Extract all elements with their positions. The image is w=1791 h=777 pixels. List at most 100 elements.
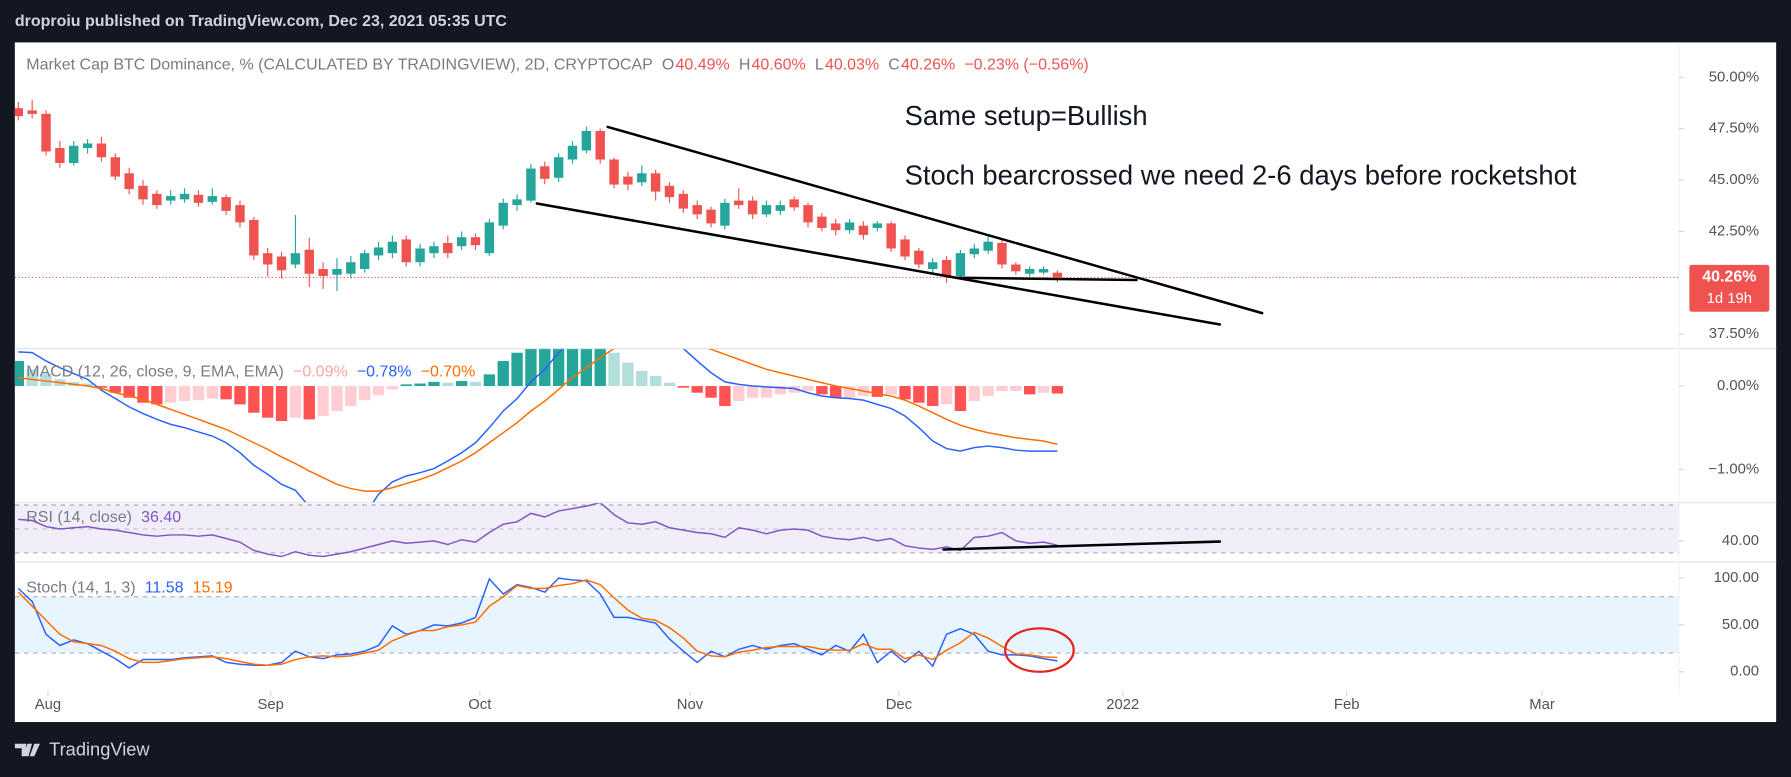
candle-body — [138, 185, 148, 200]
candle-body — [540, 166, 550, 179]
candle-body — [498, 202, 508, 226]
histogram-bar — [788, 386, 800, 393]
logo-icon — [14, 743, 40, 757]
y-tick-label: 100.00 — [1714, 570, 1759, 586]
histogram-bar — [608, 352, 620, 387]
trendline — [535, 202, 1222, 326]
histogram-bar — [206, 386, 218, 399]
candle-body — [595, 130, 605, 160]
histogram-bar — [996, 386, 1008, 392]
histogram-bar — [566, 348, 579, 387]
candle-body — [262, 253, 273, 265]
candle-body — [55, 148, 65, 164]
legend-value: −0.70% — [421, 364, 476, 381]
histogram-bar — [594, 348, 606, 387]
histogram-bar — [469, 381, 482, 387]
candle-body — [886, 223, 896, 249]
candle-body — [82, 143, 93, 149]
y-tick-label: 50.00 — [1722, 617, 1759, 633]
histogram-bar — [760, 386, 773, 398]
candle-body — [581, 130, 592, 151]
histogram-bar — [109, 386, 121, 393]
candle-body — [969, 248, 979, 255]
candle-body — [456, 237, 467, 247]
candle-body — [1038, 269, 1049, 273]
candle-body — [650, 173, 661, 192]
histogram-bar — [774, 386, 786, 395]
histogram-bar — [913, 386, 925, 403]
candle-body — [844, 222, 855, 231]
candle-body — [290, 253, 301, 265]
candle-body — [512, 199, 522, 206]
legend-value: C — [888, 56, 900, 73]
candle-body — [1024, 269, 1035, 274]
legend-value: 40.03% — [825, 56, 879, 73]
x-tick-label: Feb — [1334, 697, 1360, 713]
legend-value: −0.09% — [293, 364, 348, 381]
candle-body — [401, 239, 411, 263]
candle-body — [415, 248, 425, 263]
candle-body — [1011, 264, 1021, 272]
header: droproiu published on TradingView.com, D… — [15, 13, 508, 30]
histogram-bar — [234, 386, 246, 405]
histogram-bar — [442, 382, 454, 387]
series-line — [18, 348, 1058, 503]
histogram-bar — [40, 373, 52, 387]
candle-body — [623, 176, 633, 185]
legend-title: Stoch (14, 1, 3) — [26, 580, 135, 597]
candle-body — [373, 247, 384, 256]
histogram-bar — [982, 386, 994, 397]
histogram-bar — [95, 386, 108, 388]
y-tick-label: 45.00% — [1709, 172, 1759, 188]
candle-body — [235, 205, 245, 223]
histogram-bar — [165, 386, 177, 403]
x-tick-label: Dec — [886, 697, 913, 713]
histogram-bar — [1037, 386, 1050, 393]
histogram-bar — [968, 386, 980, 402]
candle-body — [928, 262, 938, 270]
candle-body — [789, 199, 799, 208]
histogram-bar — [151, 386, 163, 405]
legend-value: O — [662, 56, 674, 73]
trendline — [955, 276, 1138, 282]
candle-body — [914, 250, 924, 265]
candle-body — [761, 205, 772, 215]
histogram-bar — [358, 386, 371, 401]
candle-body — [734, 200, 744, 206]
candle-body — [858, 225, 869, 235]
candle-body — [609, 159, 619, 185]
candle-body — [692, 205, 702, 215]
histogram-bar — [26, 369, 38, 387]
histogram-bar — [802, 386, 814, 392]
candle-body — [470, 237, 481, 246]
histogram-bar — [331, 386, 343, 412]
histogram-bar — [691, 386, 703, 393]
footer-logo: TradingView — [14, 738, 150, 759]
histogram-bar — [289, 386, 302, 418]
histogram-bar — [400, 384, 412, 387]
histogram-bar — [525, 348, 537, 387]
y-tick-label: 50.00% — [1709, 69, 1759, 85]
x-tick-label: Nov — [677, 697, 704, 713]
histogram-bar — [455, 381, 468, 387]
y-tick-label: 37.50% — [1709, 326, 1759, 342]
histogram-bar — [746, 386, 759, 398]
series-line — [18, 348, 1058, 492]
candle-body — [359, 253, 370, 270]
candle-body — [304, 249, 314, 274]
series-line — [17, 579, 1058, 667]
x-tick-label: Mar — [1529, 697, 1555, 713]
annotation: Same setup=Bullish — [905, 100, 1148, 131]
candle-body — [567, 145, 578, 160]
candle-body — [637, 173, 647, 183]
candle-body — [249, 219, 259, 256]
candle-body — [900, 239, 910, 257]
candle-body — [1052, 272, 1063, 278]
histogram-bar — [192, 386, 205, 401]
histogram-bar — [275, 386, 288, 422]
y-tick-label: 47.50% — [1709, 121, 1759, 137]
histogram-bar — [622, 362, 634, 387]
histogram-bar — [1024, 386, 1036, 395]
pane — [14, 348, 1064, 503]
